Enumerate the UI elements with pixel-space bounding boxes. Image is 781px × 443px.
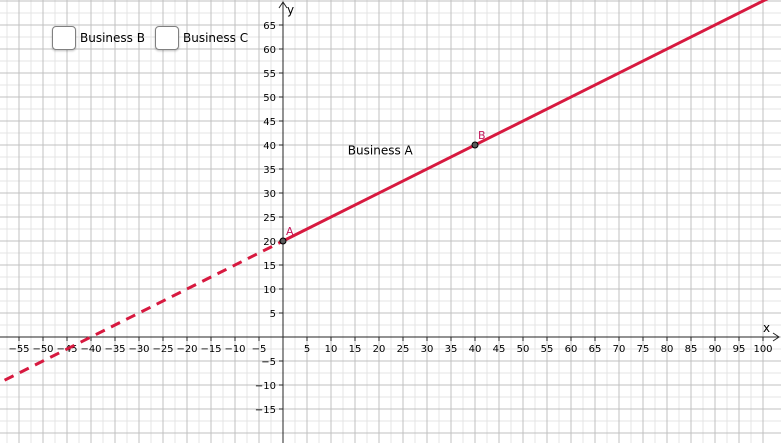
business-c-checkbox-box[interactable] — [155, 26, 179, 50]
x-tick-label: 80 — [661, 344, 674, 355]
x-tick-label: 75 — [637, 344, 650, 355]
y-tick-label: 55 — [263, 69, 276, 80]
x-tick-label: 5 — [304, 344, 310, 355]
y-tick-label: 30 — [263, 189, 276, 200]
business-b-checkbox-label: Business B — [80, 31, 145, 45]
x-tick-label: 90 — [709, 344, 722, 355]
x-tick-label: 10 — [325, 344, 338, 355]
business-a-line-solid — [281, 0, 769, 243]
x-tick-label: −55 — [8, 344, 29, 355]
x-tick-label: −15 — [200, 344, 221, 355]
tick-labels: −55−50−45−40−35−30−25−20−15−10−551015202… — [8, 21, 772, 416]
x-tick-label: 15 — [349, 344, 362, 355]
point-label-b: B — [478, 129, 486, 142]
y-tick-label: 20 — [263, 237, 276, 248]
x-tick-label: −20 — [176, 344, 197, 355]
points-layer: AB — [279, 129, 486, 245]
x-tick-label: 60 — [565, 344, 578, 355]
x-tick-label: 100 — [753, 344, 772, 355]
x-tick-label: −30 — [128, 344, 149, 355]
x-tick-label: 55 — [541, 344, 554, 355]
y-tick-label: 65 — [263, 21, 276, 32]
x-tick-label: 45 — [493, 344, 506, 355]
y-axis-label: y — [287, 3, 294, 17]
x-tick-label: 70 — [613, 344, 626, 355]
x-tick-label: −35 — [104, 344, 125, 355]
point-b — [471, 141, 479, 149]
y-tick-label: 40 — [263, 141, 276, 152]
x-tick-label: −5 — [252, 344, 267, 355]
x-axis-label: x — [763, 321, 770, 335]
business-c-checkbox[interactable]: Business C — [155, 26, 248, 50]
business-c-checkbox-label: Business C — [183, 31, 249, 45]
y-tick-label: 50 — [263, 93, 276, 104]
x-tick-label: 95 — [733, 344, 746, 355]
x-tick-label: 85 — [685, 344, 698, 355]
x-tick-label: −25 — [152, 344, 173, 355]
x-tick-label: −10 — [224, 344, 245, 355]
y-tick-label: −15 — [255, 405, 276, 416]
x-tick-label: 65 — [589, 344, 602, 355]
y-axis-arrow — [278, 1, 288, 9]
x-tick-label: 35 — [445, 344, 458, 355]
y-tick-label: 5 — [270, 309, 276, 320]
y-tick-label: 25 — [263, 213, 276, 224]
y-tick-label: 35 — [263, 165, 276, 176]
y-tick-label: −10 — [255, 381, 276, 392]
business-b-checkbox-box[interactable] — [52, 26, 76, 50]
x-tick-label: 40 — [469, 344, 482, 355]
y-tick-label: 45 — [263, 117, 276, 128]
x-axis-arrow — [772, 332, 780, 342]
x-tick-label: 50 — [517, 344, 530, 355]
y-tick-label: 15 — [263, 261, 276, 272]
x-tick-label: 25 — [397, 344, 410, 355]
y-tick-label: 10 — [263, 285, 276, 296]
series-layer — [3, 0, 769, 382]
business-a-line-dashed — [3, 239, 284, 382]
y-tick-label: −5 — [261, 357, 276, 368]
business-a-label: Business A — [348, 144, 414, 158]
point-label-a: A — [286, 225, 294, 238]
x-tick-label: −40 — [80, 344, 101, 355]
x-tick-label: 20 — [373, 344, 386, 355]
x-tick-label: −50 — [32, 344, 53, 355]
point-a — [279, 237, 287, 245]
y-tick-label: 60 — [263, 45, 276, 56]
business-b-checkbox[interactable]: Business B — [52, 26, 145, 50]
x-tick-label: 30 — [421, 344, 434, 355]
